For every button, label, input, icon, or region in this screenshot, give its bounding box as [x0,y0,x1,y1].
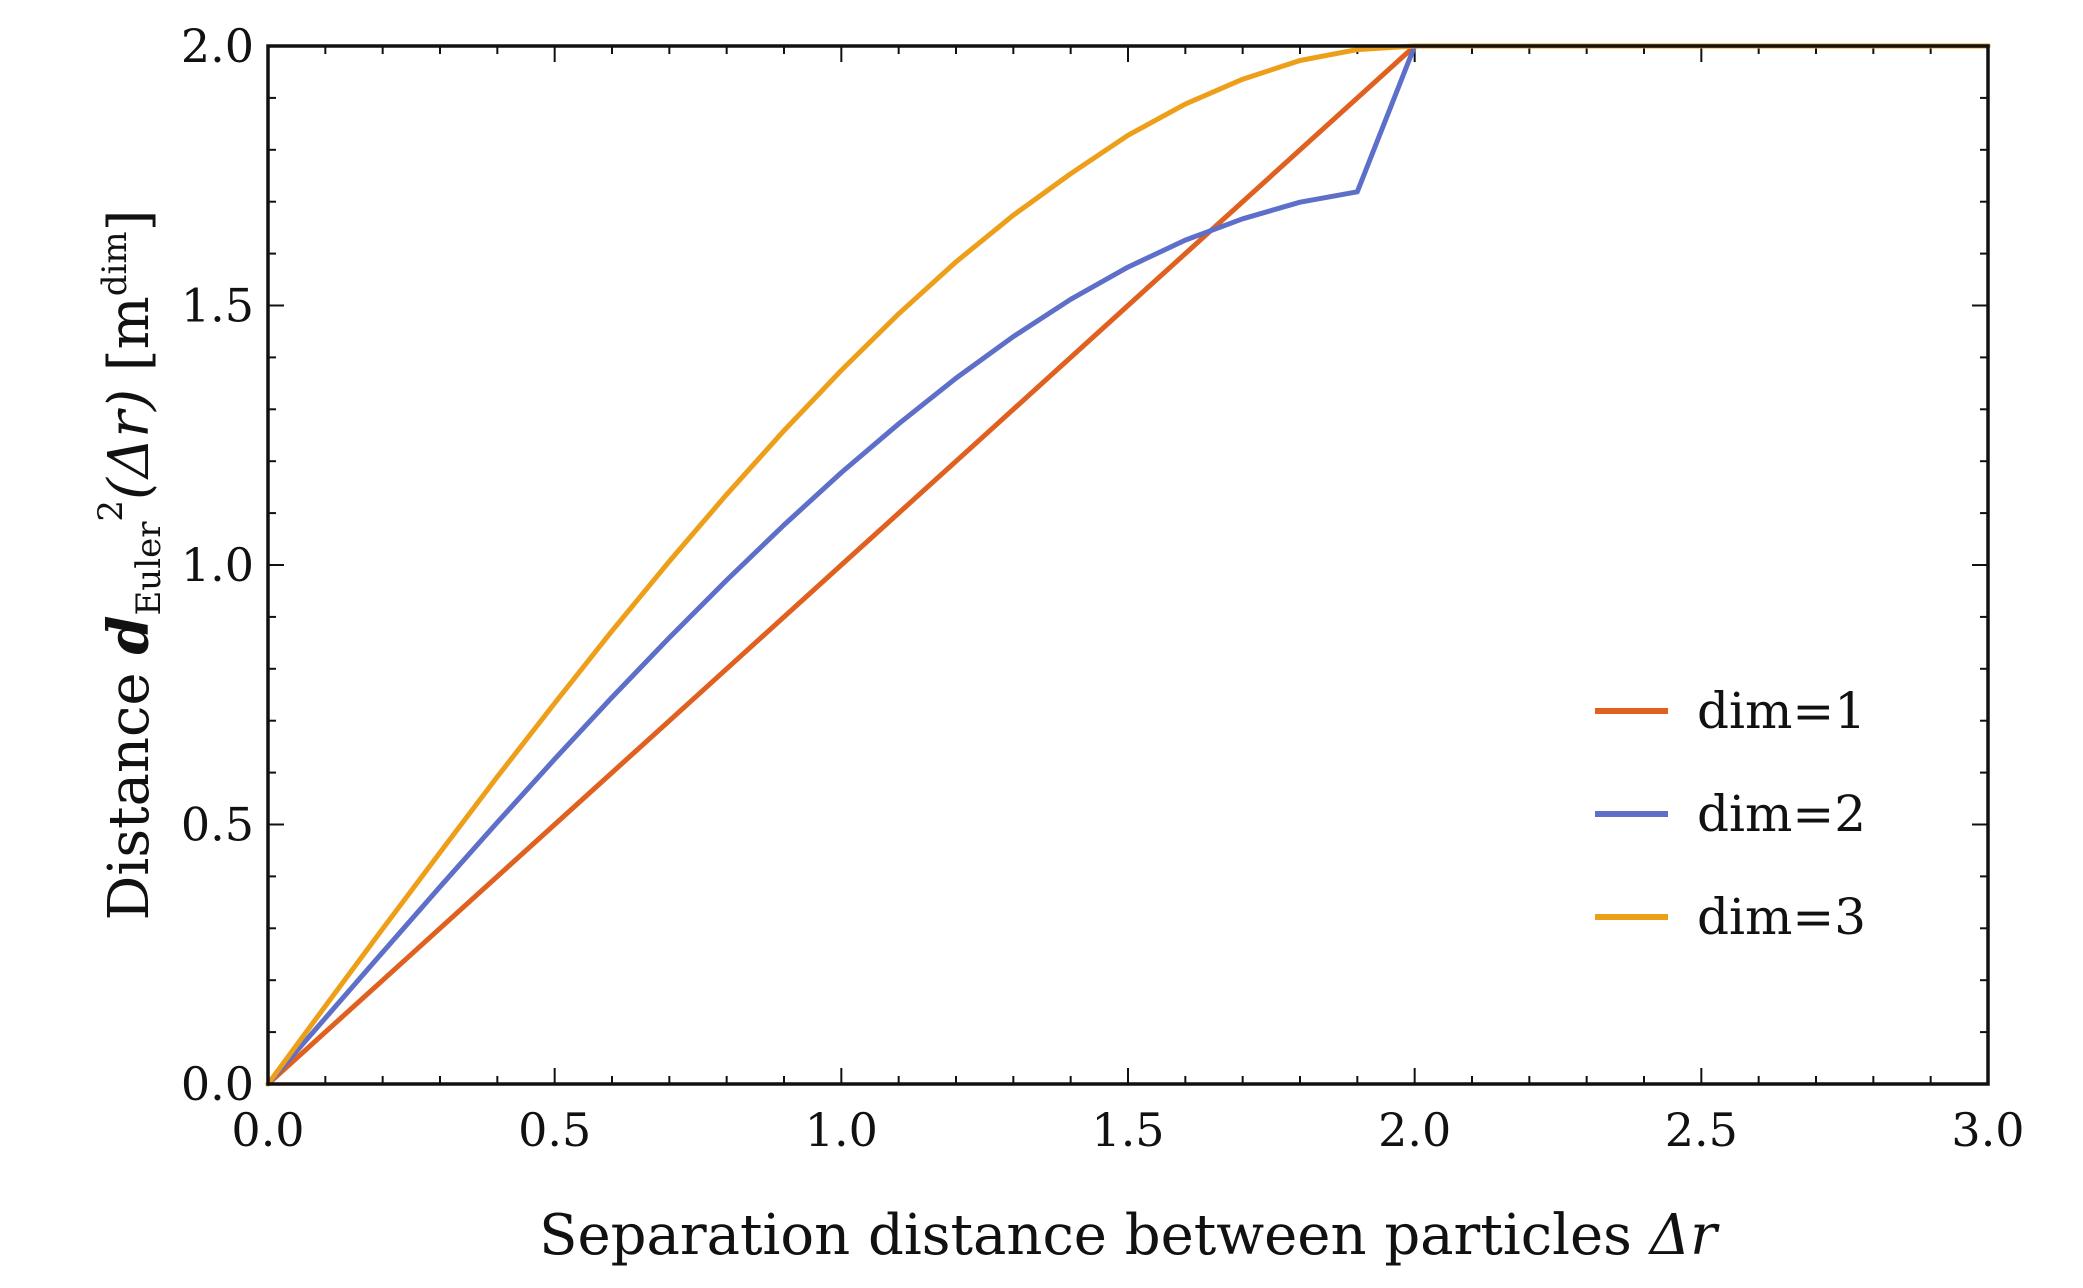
y-axis-title-unit-sup: dim [95,231,135,296]
y-axis-title-d: d [96,616,162,655]
y-axis-title-unit-open: [m [97,296,162,389]
plot-frame [266,44,1990,1086]
tick-labels: 0.0 0.5 1.0 1.5 2.0 2.5 3.0 0.0 0.5 1.0 1.5 2.0 [181,19,2025,1157]
y-axis-title-unit-close: ] [97,210,162,232]
x-tick-label: 2.0 [1378,1103,1451,1157]
y-axis-title-argument: (Δr) [97,389,162,500]
series-line-dim=2 [265,43,1991,1087]
y-axis-title-prefix: Distance [97,655,162,921]
x-tick-label: 3.0 [1951,1103,2024,1157]
y-tick-label: 1.0 [181,538,254,592]
x-tick-label: 0.0 [231,1103,304,1157]
legend-label: dim=1 [1697,682,1866,740]
legend: dim=1 dim=2 dim=3 [1595,682,1866,946]
legend-label: dim=3 [1697,888,1866,946]
legend-label: dim=2 [1697,785,1866,843]
y-axis-title-superscript: 2 [91,500,131,522]
x-tick-label: 2.5 [1665,1103,1738,1157]
x-axis-title: Separation distance between particles Δr [539,1203,1720,1268]
y-tick-label: 1.5 [181,279,254,333]
x-tick-label: 1.0 [805,1103,878,1157]
y-axis-title-subscript: Euler [129,521,169,616]
x-axis-title-text: Separation distance between particles [539,1203,1650,1268]
y-tick-label: 2.0 [181,19,254,73]
y-tick-label: 0.5 [181,798,254,852]
x-tick-label: 0.5 [518,1103,591,1157]
x-axis-title-symbol: Δr [1648,1203,1720,1268]
y-tick-label: 0.0 [181,1057,254,1111]
series-line-dim=3 [265,43,1991,1087]
y-axis-title: Distance dEuler2(Δr) [mdim] [91,210,169,921]
x-tick-label: 1.5 [1091,1103,1164,1157]
